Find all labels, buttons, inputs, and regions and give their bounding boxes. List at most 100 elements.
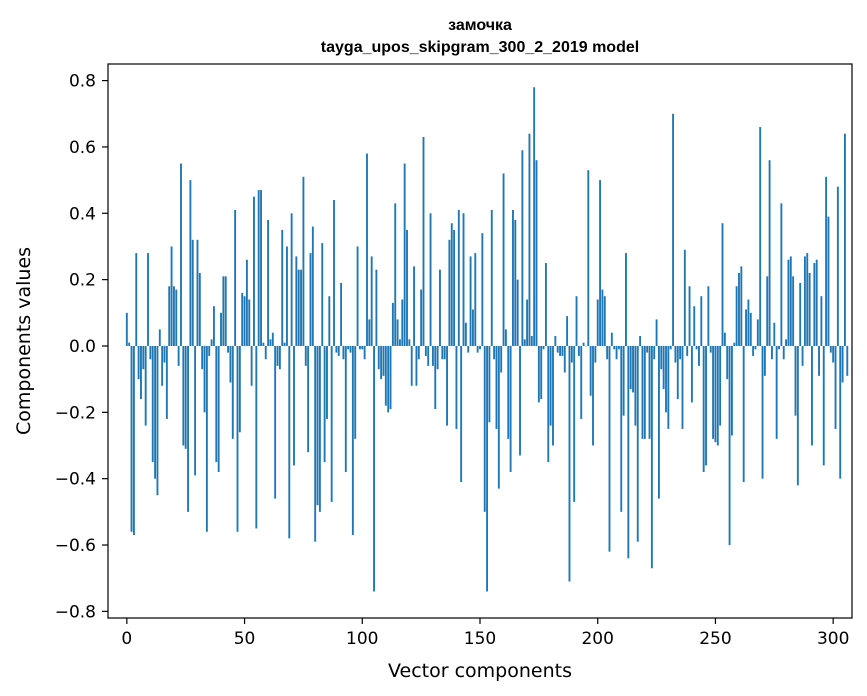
bar-191 [575,296,578,346]
bar-198 [592,345,594,446]
bar-299 [829,345,832,353]
bar-142 [460,345,463,482]
bar-209 [617,345,620,350]
bar-230 [667,345,670,429]
bar-5 [137,345,140,380]
bar-173 [533,87,536,346]
bar-139 [453,229,456,346]
bar-125 [420,289,423,346]
bar-221 [646,345,649,353]
x-tick-label: 0 [121,629,132,649]
bar-185 [561,345,564,356]
bar-49 [241,292,244,346]
bar-110 [384,345,387,406]
bar-250 [714,345,717,443]
bar-122 [413,266,416,346]
bar-168 [521,150,524,346]
bar-282 [789,256,792,346]
bar-246 [705,345,707,466]
bar-179 [547,345,550,463]
bar-232 [672,113,674,346]
bar-257 [730,345,733,436]
bar-222 [648,345,651,439]
bar-23 [180,163,182,346]
bar-238 [686,345,689,356]
bar-116 [399,339,401,346]
bar-132 [436,345,439,370]
bar-67 [283,342,286,346]
bar-130 [431,345,434,366]
bar-27 [189,180,192,346]
bar-91 [340,282,343,346]
bar-144 [464,322,467,346]
bar-134 [441,345,444,360]
bar-37 [213,306,215,346]
bar-54 [253,196,255,346]
bar-205 [608,345,611,552]
bar-10 [149,345,152,360]
bar-6 [140,345,142,400]
bar-85 [326,345,328,419]
bar-163 [509,345,512,473]
bar-276 [775,345,778,439]
bar-306 [846,345,849,376]
bar-79 [311,226,314,346]
bar-8 [144,345,147,426]
bar-244 [700,296,703,346]
y-tick-label: 0.2 [69,271,96,291]
bar-114 [394,203,397,346]
bar-277 [778,345,780,350]
bar-152 [483,345,486,512]
bar-260 [738,272,740,346]
x-tick-label: 250 [699,629,731,649]
bar-44 [229,345,232,383]
bar-99 [358,345,361,350]
bar-213 [627,345,630,559]
bar-13 [156,345,159,496]
bar-225 [655,319,658,346]
bar-254 [723,332,726,346]
bar-167 [519,345,521,456]
bar-1 [128,342,131,346]
bar-59 [264,345,267,360]
bar-234 [676,345,679,400]
y-tick-label: −0.6 [55,536,96,556]
bar-82 [318,345,321,512]
bar-202 [601,289,604,346]
bar-18 [168,286,171,346]
bar-192 [577,345,580,356]
bar-71 [293,345,295,466]
bar-137 [448,239,451,346]
bar-261 [740,266,743,346]
bar-51 [245,259,248,346]
bar-249 [712,345,715,439]
bar-19 [170,246,173,346]
bar-21 [175,289,178,346]
bar-218 [639,336,642,346]
bar-272 [766,276,769,346]
bar-294 [818,345,820,376]
bar-61 [269,339,272,346]
bar-176 [540,345,543,400]
bar-271 [763,345,766,376]
bar-89 [335,345,338,353]
bar-158 [497,345,500,489]
bar-273 [768,160,771,346]
bar-11 [151,345,154,463]
bar-83 [321,243,324,346]
bar-275 [773,322,776,346]
bar-17 [165,345,168,419]
y-tick-label: 0.0 [69,337,96,357]
bar-211 [622,345,625,416]
bar-15 [161,345,164,386]
bar-48 [238,345,241,433]
bar-9 [147,253,149,346]
bar-194 [582,342,585,346]
bar-25 [184,345,187,449]
bar-149 [476,345,479,353]
x-tick-label: 200 [581,629,613,649]
bar-174 [535,160,538,346]
bar-219 [641,345,644,439]
bar-77 [307,345,310,453]
